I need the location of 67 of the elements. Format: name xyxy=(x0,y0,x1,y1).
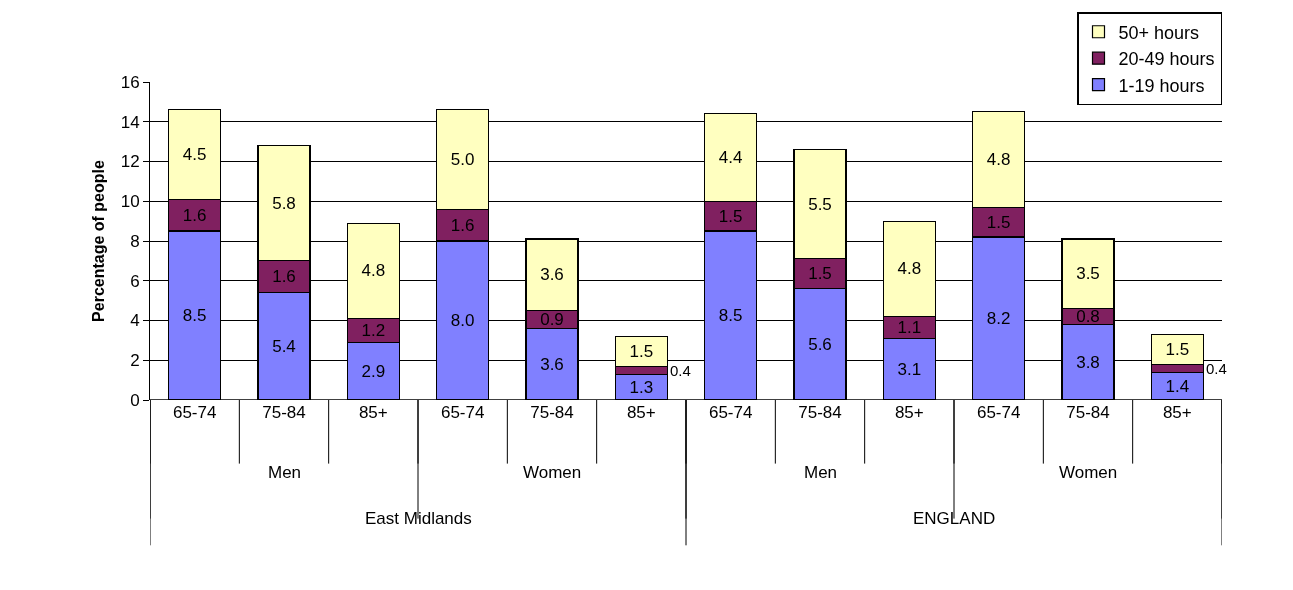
data-label: 4.8 xyxy=(897,259,922,279)
x-tick-label: 85+ xyxy=(894,403,924,422)
x-tick-label: 75-84 xyxy=(798,403,842,422)
data-label: 0.9 xyxy=(540,310,564,330)
y-tick-label: 10 xyxy=(120,192,140,212)
data-label: 1.5 xyxy=(1165,339,1190,359)
y-tick-label: 16 xyxy=(120,72,140,92)
data-label: 1.5 xyxy=(986,212,1011,232)
data-label: 8.5 xyxy=(182,306,207,326)
x-tick-label: 65-74 xyxy=(708,403,753,422)
x-tick-label: 85+ xyxy=(626,403,656,422)
x-tick-label: 75-84 xyxy=(1066,403,1110,422)
x-tick-label: 65-74 xyxy=(976,403,1021,422)
data-label: 3.5 xyxy=(1076,264,1100,284)
data-label: 8.2 xyxy=(986,309,1011,329)
text: Women xyxy=(1059,463,1118,482)
y-axis-title: Percentage of people xyxy=(89,159,107,322)
data-label: 4.4 xyxy=(718,148,743,168)
data-label: 2.9 xyxy=(361,361,386,381)
y-tick-label: 4 xyxy=(130,311,140,331)
x-tick-label: 75-84 xyxy=(530,403,574,422)
data-label: 5.0 xyxy=(450,150,475,170)
data-label: 1.6 xyxy=(272,267,296,287)
x-tick-label: 85+ xyxy=(1162,403,1192,422)
data-label: 1.5 xyxy=(718,206,743,226)
y-tick-label: 14 xyxy=(120,112,140,132)
data-label: 1.5 xyxy=(629,341,654,361)
data-label: 3.8 xyxy=(1076,352,1100,372)
data-label: 1.2 xyxy=(361,320,386,340)
data-label: 4.8 xyxy=(361,261,386,281)
text: Men xyxy=(268,463,302,482)
data-label: 1.6 xyxy=(450,215,475,235)
x-tick-label: 65-74 xyxy=(172,403,217,422)
data-label: 4.5 xyxy=(182,145,207,165)
data-label: 8.0 xyxy=(450,311,475,330)
y-tick-label: 12 xyxy=(120,152,140,172)
data-label: 8.5 xyxy=(718,306,743,326)
data-label: 3.6 xyxy=(540,265,564,285)
legend-label: 1-19 hours xyxy=(1118,75,1205,96)
data-label: 3.1 xyxy=(897,359,922,379)
text: East Midlands xyxy=(365,509,472,528)
data-label: 0.4 xyxy=(1206,360,1227,377)
legend-label: 50+ hours xyxy=(1118,22,1200,43)
y-tick-label: 0 xyxy=(130,390,140,410)
data-label: 1.5 xyxy=(808,264,832,284)
y-tick-label: 6 xyxy=(130,271,140,291)
y-tick-label: 8 xyxy=(130,231,140,251)
data-label: 4.8 xyxy=(986,150,1011,170)
data-label: 1.4 xyxy=(1165,376,1190,396)
x-tick-label: 75-84 xyxy=(262,403,306,422)
data-label: 1.6 xyxy=(182,205,207,225)
data-label: 5.8 xyxy=(272,193,296,213)
data-label: 3.6 xyxy=(540,354,564,374)
x-tick-label: 85+ xyxy=(358,403,388,422)
data-label: 0.4 xyxy=(670,362,691,379)
data-label: 1.3 xyxy=(629,377,654,397)
text: Women xyxy=(523,463,582,482)
y-tick-label: 2 xyxy=(130,351,140,371)
data-label: 0.8 xyxy=(1076,307,1100,327)
data-label: 5.6 xyxy=(808,334,832,354)
data-label: 1.1 xyxy=(897,317,922,337)
legend-label: 20-49 hours xyxy=(1118,49,1215,70)
data-label: 5.4 xyxy=(272,336,296,356)
text: ENGLAND xyxy=(913,509,996,528)
text: Men xyxy=(804,463,838,482)
x-tick-label: 65-74 xyxy=(440,403,485,422)
data-label: 5.5 xyxy=(808,194,832,214)
